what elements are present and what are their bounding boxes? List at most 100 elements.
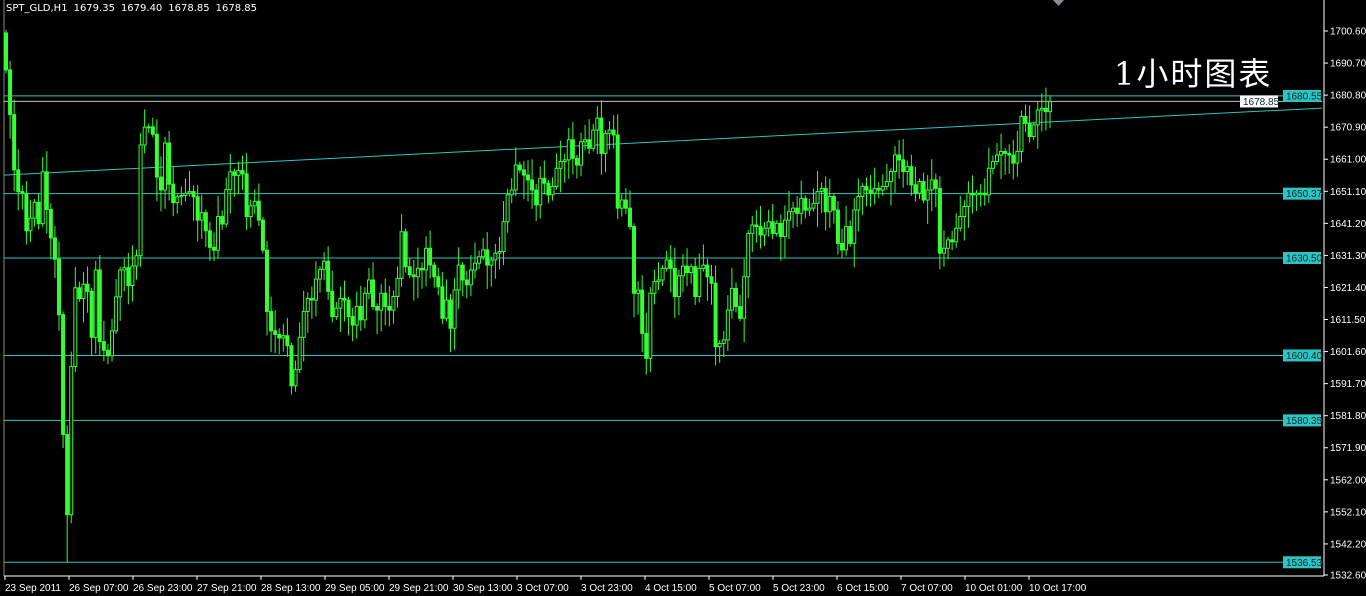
candle-body: [844, 226, 849, 251]
candle-body: [1027, 122, 1032, 138]
candle: [754, 210, 759, 243]
candle: [729, 267, 734, 319]
candle: [509, 178, 514, 204]
candle: [933, 173, 938, 208]
ohlc-high: 1679.40: [120, 3, 163, 14]
candle: [632, 223, 637, 318]
candle-body: [281, 335, 286, 339]
candle: [782, 205, 787, 258]
candle: [799, 180, 804, 225]
candle: [444, 279, 449, 322]
x-tick-label: 29 Sep 21:00: [389, 583, 449, 594]
candle-body: [411, 274, 416, 278]
candle: [595, 106, 600, 155]
x-tick-label: 3 Oct 23:00: [581, 583, 633, 594]
candle-body: [342, 297, 347, 301]
candle: [864, 177, 869, 207]
candle: [872, 167, 877, 205]
candle-body: [542, 177, 547, 184]
candle: [428, 230, 433, 279]
candle: [860, 183, 865, 216]
candle-body: [546, 182, 551, 196]
candle: [1011, 140, 1016, 180]
candle-body: [958, 216, 963, 229]
candle-body: [211, 246, 216, 251]
candle: [97, 255, 102, 356]
candle: [40, 156, 45, 227]
candle-body: [864, 185, 869, 191]
candle-body: [733, 287, 738, 308]
candle-body: [664, 259, 669, 269]
candle: [929, 159, 934, 212]
candle-body: [175, 196, 180, 204]
candle-body: [587, 139, 592, 149]
candle-body: [171, 183, 176, 204]
candle: [379, 284, 384, 332]
candle: [990, 155, 995, 175]
candle-body: [583, 139, 588, 143]
candle: [16, 149, 21, 211]
candle-body: [40, 171, 45, 225]
candle: [93, 260, 98, 354]
candle-body: [848, 226, 853, 244]
candle: [497, 236, 502, 270]
candle: [281, 323, 286, 352]
candle-body: [868, 189, 873, 194]
candle-body: [974, 192, 979, 196]
candle-body: [827, 195, 832, 213]
candle: [24, 181, 29, 245]
y-tick-label: 1670.90: [1330, 123, 1366, 134]
candle-body: [680, 265, 685, 277]
candle-body: [615, 134, 620, 209]
candle-body: [970, 192, 975, 196]
candle-body: [419, 267, 424, 271]
candle: [807, 199, 812, 216]
candle: [8, 60, 13, 139]
candle: [1023, 104, 1028, 132]
candle-body: [375, 306, 380, 311]
candle: [493, 244, 498, 279]
candle: [419, 262, 424, 289]
candle-body: [497, 251, 502, 254]
candle-body: [260, 219, 265, 251]
candle: [591, 123, 596, 152]
candle-body: [407, 266, 412, 276]
y-tick-label: 1571.90: [1330, 443, 1366, 454]
candle: [770, 203, 775, 240]
candle: [652, 269, 657, 305]
candle: [954, 213, 959, 248]
candle: [256, 183, 261, 226]
candle-body: [472, 262, 477, 271]
candle: [32, 199, 37, 227]
candle: [297, 322, 302, 373]
candle-body: [660, 267, 665, 281]
candle-body: [893, 154, 898, 173]
candle-body: [799, 197, 804, 214]
candle-body: [742, 276, 747, 319]
candle-body: [640, 289, 645, 334]
candle: [134, 249, 139, 280]
candle: [893, 145, 898, 193]
candle-body: [999, 150, 1004, 156]
candle: [313, 261, 318, 317]
candle-body: [44, 171, 49, 210]
candle-body: [721, 339, 726, 344]
candle: [167, 131, 172, 201]
candle: [322, 252, 327, 281]
candle-body: [338, 297, 343, 309]
candle: [342, 280, 347, 322]
candle: [366, 268, 371, 300]
candle-body: [301, 310, 306, 338]
candle-body: [750, 224, 755, 234]
candle-body: [778, 222, 783, 238]
candle-body: [362, 292, 367, 321]
candle-body: [1035, 109, 1040, 126]
candle-body: [309, 297, 314, 301]
candle-body: [269, 310, 274, 332]
candle: [183, 178, 188, 202]
x-tick-label: 26 Sep 23:00: [133, 583, 193, 594]
candle: [69, 351, 74, 524]
candle-body: [322, 260, 327, 270]
candle: [346, 296, 351, 336]
